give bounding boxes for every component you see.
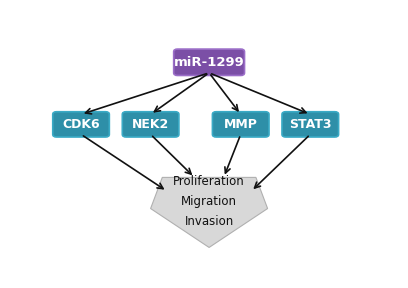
FancyBboxPatch shape xyxy=(174,49,244,75)
Polygon shape xyxy=(151,177,268,247)
FancyBboxPatch shape xyxy=(53,112,109,137)
FancyBboxPatch shape xyxy=(282,112,339,137)
Text: Proliferation
Migration
Invasion: Proliferation Migration Invasion xyxy=(173,175,245,228)
Text: STAT3: STAT3 xyxy=(289,118,332,131)
FancyBboxPatch shape xyxy=(213,112,269,137)
Text: CDK6: CDK6 xyxy=(62,118,100,131)
Text: MMP: MMP xyxy=(224,118,258,131)
Text: NEK2: NEK2 xyxy=(132,118,169,131)
Text: miR-1299: miR-1299 xyxy=(174,56,244,69)
FancyBboxPatch shape xyxy=(122,112,179,137)
